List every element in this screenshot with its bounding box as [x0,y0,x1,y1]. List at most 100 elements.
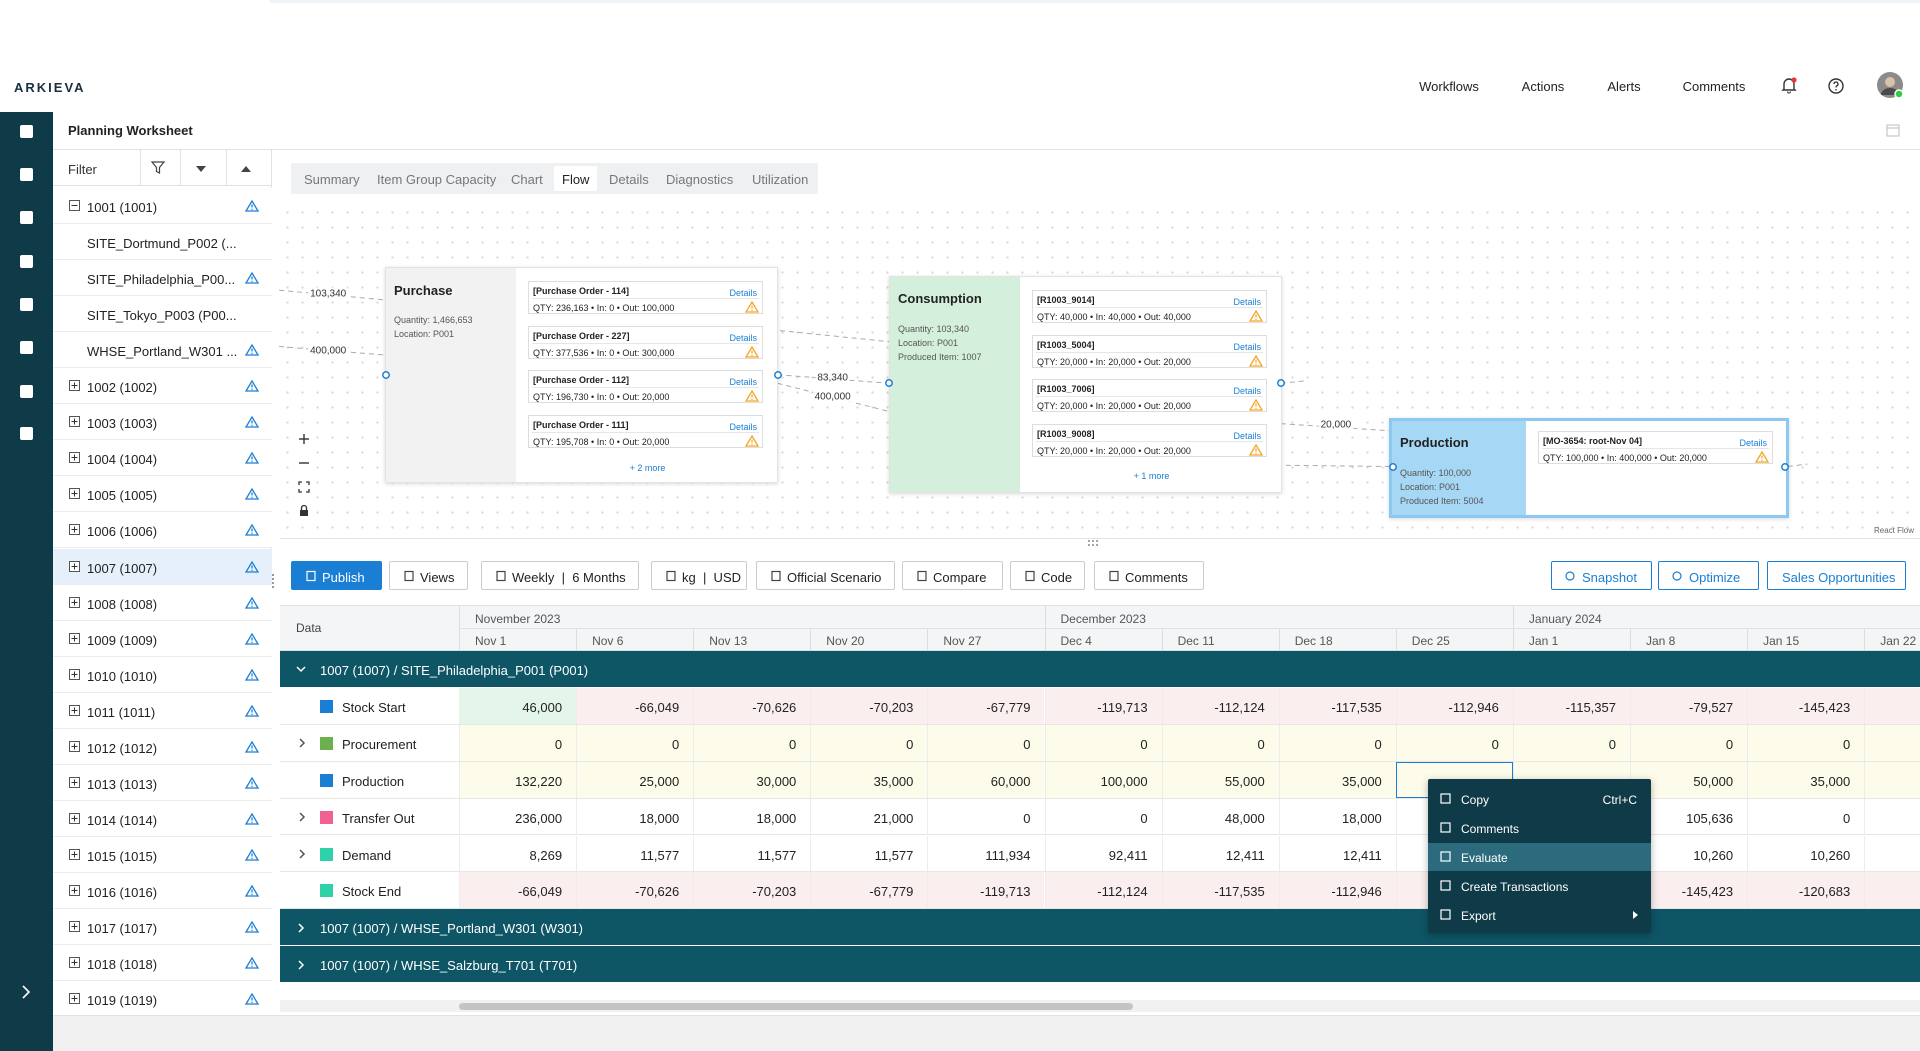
rail-icon[interactable] [19,124,34,139]
menu-item[interactable]: Create Transactions [1428,872,1651,900]
table-cell[interactable]: 46,000 [459,687,577,724]
table-cell[interactable]: -66,049 [576,687,694,724]
nav-link[interactable]: Alerts [1607,79,1641,94]
notification-bell[interactable] [1781,77,1797,94]
table-cell[interactable]: 0 [927,724,1045,761]
table-cell[interactable]: -120,683 [1747,872,1865,909]
chevron[interactable] [296,923,306,933]
table-cell[interactable]: 18,000 [1278,798,1396,835]
table-cell[interactable]: -67,779 [927,687,1045,724]
table-cell[interactable]: 0 [1512,724,1630,761]
tree-item[interactable]: 1009 (1009) [53,620,272,657]
table-cell[interactable]: 18,000 [576,798,694,835]
tab[interactable]: Utilization [752,172,809,187]
tree-item[interactable]: 1010 (1010) [53,656,272,693]
table-cell[interactable]: -117,535 [1278,687,1396,724]
node-row[interactable]: [R1003_9014] Details QTY: 40,000 • In: 40,… [1032,290,1267,323]
table-cell[interactable]: 48,000 [1161,798,1279,835]
tree-item[interactable]: SITE_Tokyo_P003 (P00... [53,296,272,333]
node-row[interactable]: [Purchase Order - 112] Details QTY: 196,73… [528,370,763,404]
row-details[interactable]: Details [1739,438,1767,448]
table-cell[interactable]: 0 [1044,798,1162,835]
toolbar-button[interactable]: Snapshot [1551,561,1652,590]
lock-view[interactable] [298,504,310,517]
table-cell[interactable]: 132,220 [459,761,577,798]
table-cell[interactable]: 60,000 [927,761,1045,798]
tree-expander[interactable] [69,812,80,824]
tree-expander[interactable] [69,884,80,896]
more-link[interactable]: + 1 more [1133,471,1170,481]
chevron[interactable] [297,849,307,859]
filter-icon[interactable] [150,161,166,174]
tree-item[interactable]: 1011 (1011) [53,692,272,729]
tree-item[interactable]: 1014 (1014) [53,800,272,837]
tree-item[interactable]: SITE_Philadelphia_P00... [53,260,272,297]
row-details[interactable]: Details [1233,341,1261,352]
toolbar-button[interactable]: Official Scenario [756,561,895,590]
table-cell[interactable]: 8,269 [459,835,577,872]
table-cell[interactable]: 100,000 [1044,761,1162,798]
node-row[interactable]: [R1003_9008] Details QTY: 20,000 • In: 20,… [1032,424,1267,458]
tree-expander[interactable] [69,848,80,860]
tree-item[interactable]: 1004 (1004) [53,440,272,477]
table-cell[interactable]: -145,423 [1747,687,1865,724]
tree-item[interactable]: 1016 (1016) [53,872,272,909]
tree-item[interactable]: 1002 (1002) [53,368,272,405]
menu-item[interactable]: Comments [1428,814,1651,842]
tree-item[interactable]: WHSE_Portland_W301 ... [53,332,272,369]
tab[interactable]: Item Group Capacity [377,172,497,187]
tab[interactable]: Diagnostics [666,172,734,187]
tree-expander[interactable] [69,488,80,500]
flow-node[interactable]: Consumption Quantity: 103,340 Location: P0… [889,276,1282,493]
table-cell[interactable]: -119,713 [927,872,1045,909]
table-cell[interactable]: 0 [1747,724,1865,761]
scrollbar-thumb[interactable] [459,1003,1133,1010]
tree-item[interactable]: 1018 (1018) [53,945,272,982]
table-cell[interactable]: 25,000 [576,761,694,798]
rail-icon[interactable] [19,340,34,355]
table-cell[interactable]: 11,577 [810,835,928,872]
node-row[interactable]: [MO-3654: root-Nov 04] Details QTY: 100,00… [1538,431,1773,464]
tree-expander[interactable] [69,993,80,1005]
rail-icon[interactable] [19,167,34,182]
table-cell[interactable] [1864,761,1920,798]
chevron[interactable] [296,664,306,674]
table-cell[interactable] [1864,872,1920,909]
node-row[interactable]: [R1003_7006] Details QTY: 20,000 • In: 20,… [1032,379,1267,413]
table-cell[interactable]: -67,779 [810,872,928,909]
table-cell[interactable]: 10,260 [1747,835,1865,872]
calendar-icon[interactable] [1886,123,1900,137]
table-cell[interactable] [1864,724,1920,761]
tree-item[interactable]: SITE_Dortmund_P002 (... [53,224,272,261]
rail-icon[interactable] [19,297,34,312]
fit-view[interactable] [298,481,310,493]
tree-item[interactable]: 1013 (1013) [53,764,272,801]
chevron[interactable] [297,812,307,822]
tree-item[interactable]: 1012 (1012) [53,728,272,765]
tree-item[interactable]: 1007 (1007) [53,548,272,585]
tree-expander[interactable] [69,632,80,644]
tab[interactable]: Chart [511,172,543,187]
table-cell[interactable]: 30,000 [693,761,811,798]
toolbar-button[interactable]: Optimize [1658,561,1759,590]
table-cell[interactable]: -117,535 [1161,872,1279,909]
group-row[interactable]: 1007 (1007) / WHSE_Salzburg_T701 (T701) [280,946,1920,984]
table-cell[interactable] [1864,687,1920,724]
zoom-in[interactable] [298,433,310,445]
table-cell[interactable]: 0 [1278,724,1396,761]
tab[interactable]: Details [609,172,649,187]
toolbar-button[interactable]: Code [1010,561,1085,590]
row-details[interactable]: Details [729,332,757,343]
flow-node[interactable]: Production Quantity: 100,000 Location: P00… [1389,418,1789,518]
tree-expander[interactable] [69,560,80,572]
node-row[interactable]: [Purchase Order - 227] Details QTY: 377,53… [528,325,763,359]
tab[interactable]: Summary [304,172,360,187]
nav-link[interactable]: Comments [1682,79,1746,94]
tree-item[interactable]: 1001 (1001) [53,188,272,224]
tree-expander[interactable] [69,668,80,680]
rail-icon[interactable] [19,384,34,399]
table-cell[interactable]: -70,626 [693,687,811,724]
rail-expand[interactable] [21,985,31,999]
table-cell[interactable]: 92,411 [1044,835,1162,872]
tab[interactable]: Flow [554,166,598,191]
